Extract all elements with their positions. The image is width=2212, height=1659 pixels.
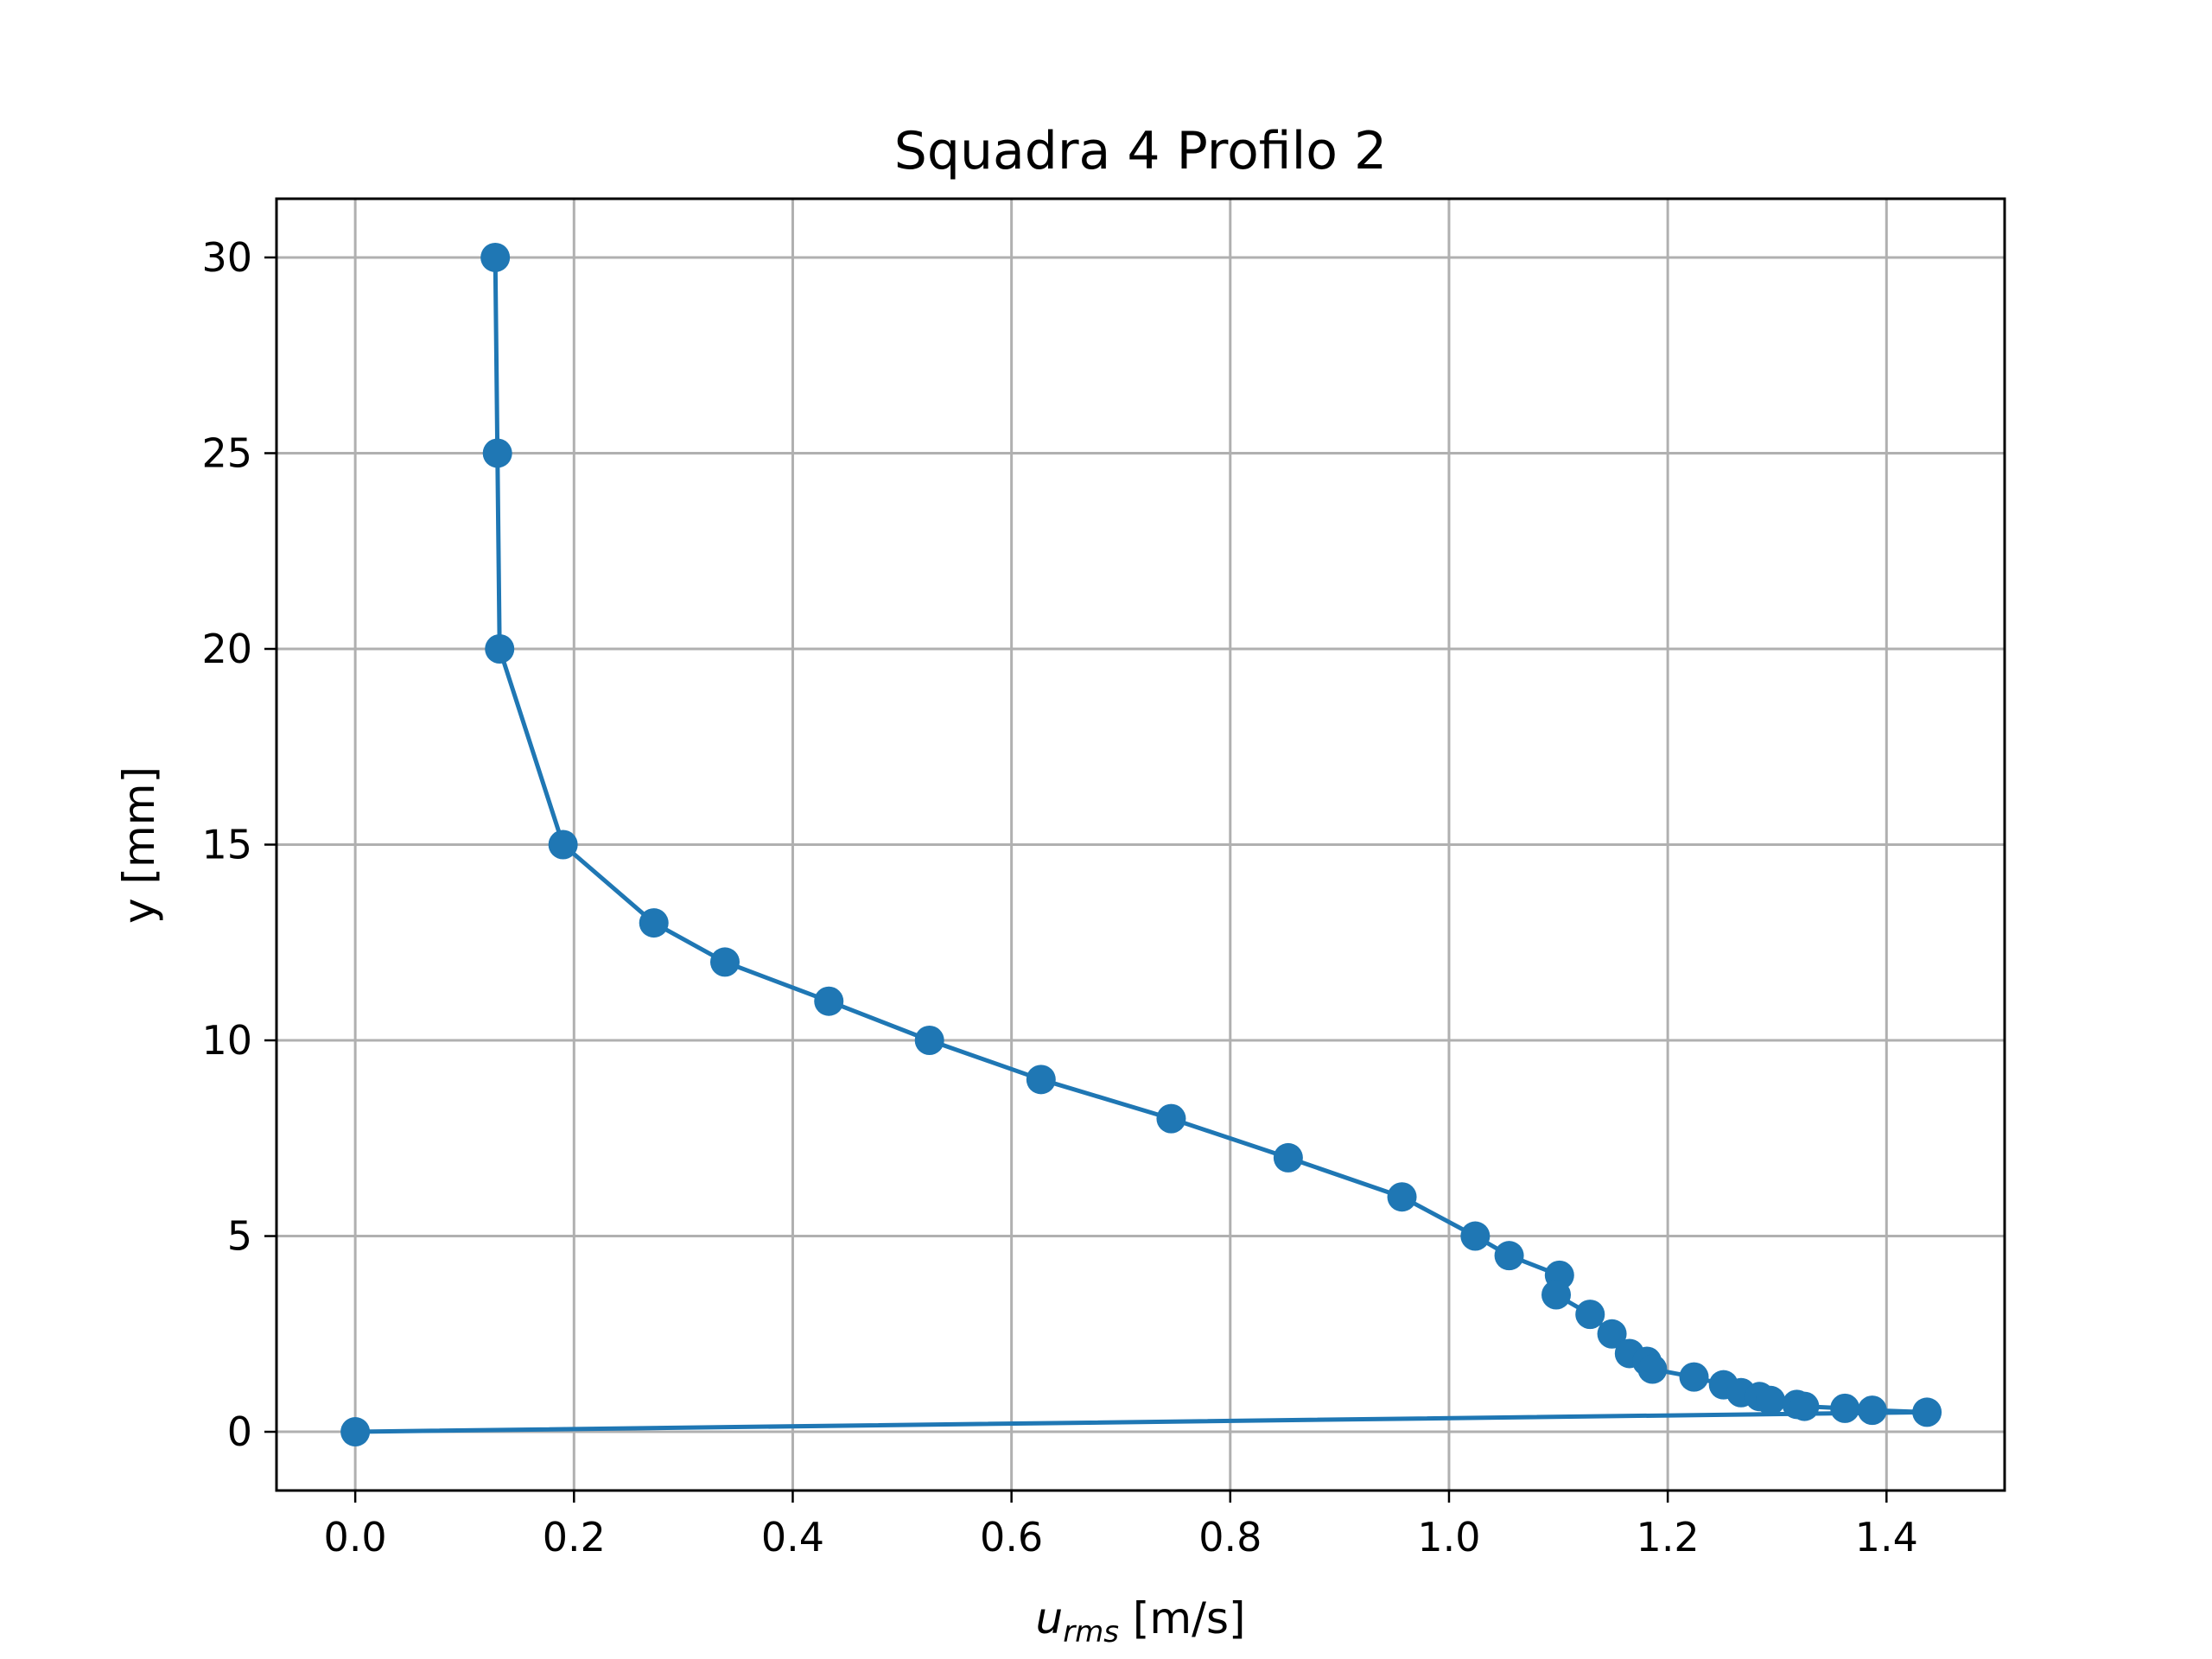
data-point (482, 438, 512, 468)
data-point (1387, 1182, 1417, 1212)
data-point (548, 830, 578, 860)
data-point (480, 242, 511, 272)
data-point (340, 1417, 371, 1447)
y-tick-label: 25 (201, 429, 252, 476)
x-axis-label-subscript: rms (1063, 1615, 1119, 1649)
data-point (1679, 1362, 1709, 1392)
x-axis-label-unit: [m/s] (1119, 1593, 1246, 1643)
x-tick-label: 0.8 (1198, 1514, 1262, 1560)
y-tick-label: 30 (201, 234, 252, 281)
data-point (1637, 1354, 1668, 1384)
x-tick-label: 0.0 (324, 1514, 387, 1560)
data-point (1026, 1065, 1056, 1095)
data-point (1273, 1142, 1303, 1173)
grid-lines (276, 199, 2005, 1491)
data-point (709, 947, 740, 977)
data-point (1597, 1319, 1627, 1349)
data-point (914, 1026, 944, 1056)
data-point (1575, 1300, 1605, 1330)
data-point (1494, 1241, 1524, 1271)
x-axis-label-main: u (1035, 1593, 1063, 1643)
data-point (814, 986, 844, 1016)
data-point (1789, 1391, 1820, 1421)
x-axis-ticks: 0.0 0.2 0.4 0.6 0.8 1.0 1.2 1.4 (324, 1491, 1918, 1560)
data-point (1756, 1385, 1786, 1415)
y-axis-ticks: 0 5 10 15 20 25 30 (201, 234, 276, 1455)
data-point (1156, 1103, 1186, 1134)
y-tick-label: 0 (227, 1408, 252, 1455)
data-point (639, 908, 669, 938)
data-point (1857, 1395, 1887, 1426)
x-tick-label: 0.2 (543, 1514, 606, 1560)
y-tick-label: 5 (227, 1213, 252, 1260)
x-tick-label: 0.6 (980, 1514, 1043, 1560)
data-point (1541, 1280, 1572, 1310)
x-tick-label: 1.2 (1637, 1514, 1700, 1560)
y-axis-label: y [mm] (114, 766, 164, 924)
data-point (485, 633, 515, 664)
data-series (340, 242, 1942, 1447)
chart-title: Squadra 4 Profilo 2 (894, 121, 1387, 181)
x-tick-label: 1.0 (1417, 1514, 1480, 1560)
x-tick-label: 0.4 (761, 1514, 824, 1560)
x-tick-label: 1.4 (1855, 1514, 1918, 1560)
x-axis-label: urms [m/s] (1035, 1593, 1245, 1649)
y-tick-label: 15 (201, 822, 252, 868)
data-point (1912, 1397, 1942, 1427)
y-tick-label: 20 (201, 626, 252, 672)
data-point (1460, 1221, 1491, 1251)
data-point (1830, 1393, 1860, 1423)
y-tick-label: 10 (201, 1017, 252, 1064)
